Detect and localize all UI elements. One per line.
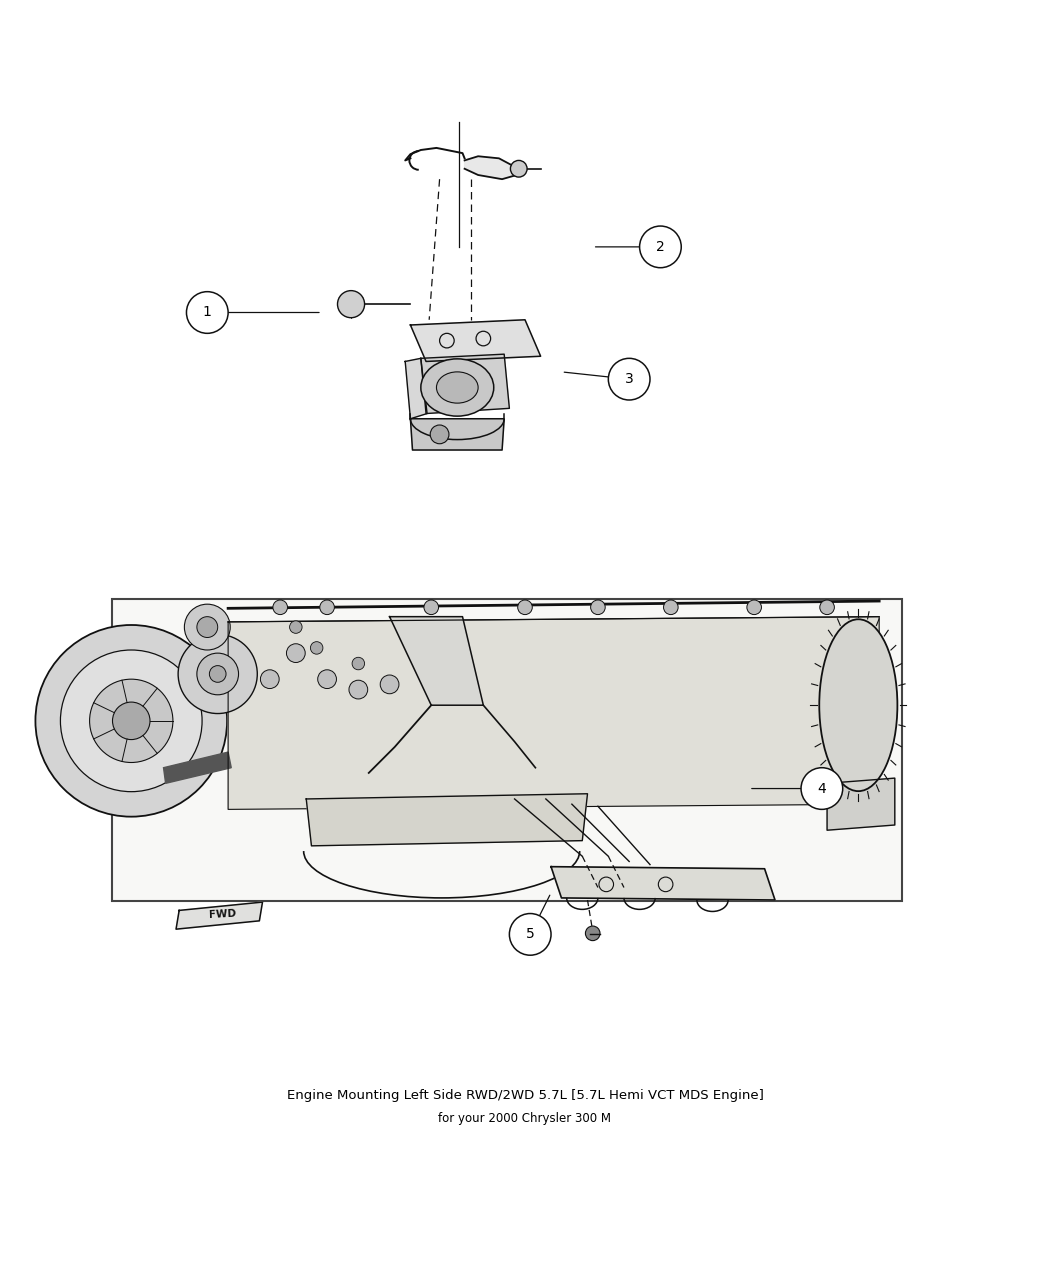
Text: 3: 3 [625, 372, 633, 386]
Circle shape [260, 669, 279, 688]
Circle shape [89, 680, 173, 762]
Polygon shape [228, 617, 879, 810]
Polygon shape [176, 903, 262, 929]
Ellipse shape [437, 372, 478, 403]
Circle shape [510, 161, 527, 177]
Circle shape [318, 669, 336, 688]
Circle shape [590, 601, 605, 615]
Polygon shape [411, 320, 541, 361]
Circle shape [178, 635, 257, 714]
Circle shape [337, 291, 364, 317]
Circle shape [209, 666, 226, 682]
Ellipse shape [819, 620, 898, 792]
Text: for your 2000 Chrysler 300 M: for your 2000 Chrysler 300 M [439, 1112, 611, 1126]
Circle shape [608, 358, 650, 400]
FancyBboxPatch shape [112, 599, 902, 901]
Circle shape [36, 625, 227, 817]
Polygon shape [827, 778, 895, 830]
Circle shape [639, 226, 681, 268]
Polygon shape [390, 617, 483, 705]
Circle shape [61, 650, 202, 792]
Circle shape [196, 617, 217, 638]
Polygon shape [307, 794, 588, 845]
Text: 2: 2 [656, 240, 665, 254]
Circle shape [430, 425, 449, 444]
Circle shape [287, 644, 306, 663]
Text: 5: 5 [526, 927, 534, 941]
Text: Engine Mounting Left Side RWD/2WD 5.7L [5.7L Hemi VCT MDS Engine]: Engine Mounting Left Side RWD/2WD 5.7L [… [287, 1089, 763, 1103]
Polygon shape [421, 354, 509, 413]
Circle shape [518, 601, 532, 615]
Circle shape [187, 292, 228, 333]
Text: 4: 4 [818, 782, 826, 796]
Circle shape [820, 601, 835, 615]
Circle shape [586, 926, 600, 941]
Circle shape [349, 680, 368, 699]
Polygon shape [411, 418, 504, 450]
Circle shape [311, 641, 323, 654]
Circle shape [290, 621, 302, 634]
Circle shape [380, 674, 399, 694]
Circle shape [320, 601, 334, 615]
Polygon shape [405, 358, 427, 418]
Polygon shape [464, 157, 517, 180]
Circle shape [747, 601, 761, 615]
Text: FWD: FWD [209, 909, 237, 921]
Circle shape [185, 604, 230, 650]
Circle shape [112, 703, 150, 740]
Polygon shape [164, 752, 231, 783]
Circle shape [352, 658, 364, 669]
Circle shape [664, 601, 678, 615]
Circle shape [424, 601, 439, 615]
Circle shape [801, 768, 843, 810]
Polygon shape [551, 867, 775, 900]
Circle shape [196, 653, 238, 695]
Circle shape [273, 601, 288, 615]
Text: 1: 1 [203, 306, 212, 320]
Circle shape [509, 914, 551, 955]
Ellipse shape [421, 358, 493, 416]
